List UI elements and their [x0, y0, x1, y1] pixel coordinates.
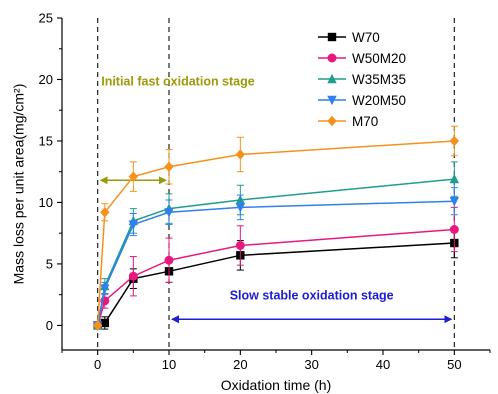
x-tick-label: 40	[376, 357, 390, 372]
x-tick-label: 30	[304, 357, 318, 372]
legend-swatch-marker	[327, 32, 337, 42]
legend-item: M70	[318, 114, 378, 129]
series-line	[96, 178, 455, 326]
data-point	[164, 255, 174, 265]
stage-label: Initial fast oxidation stage	[101, 75, 255, 89]
data-point	[235, 203, 246, 213]
data-point	[128, 171, 139, 182]
legend: W70 W50M20 W35M35 W20M50 M70	[318, 30, 406, 129]
data-point	[449, 135, 460, 147]
y-tick-label: 15	[39, 133, 53, 148]
data-point	[449, 173, 460, 184]
y-tick-label: 20	[39, 72, 53, 87]
data-point	[449, 197, 460, 207]
data-point	[100, 207, 110, 218]
legend-item: W50M20	[318, 51, 406, 66]
x-tick-label: 0	[94, 357, 101, 372]
x-tick-label: 50	[447, 357, 461, 372]
legend-label: W50M20	[352, 51, 406, 66]
series-line	[96, 140, 455, 326]
x-tick-label: 20	[233, 357, 247, 372]
legend-swatch-marker	[327, 53, 337, 63]
x-axis-title: Oxidation time (h)	[221, 377, 331, 393]
legend-label: W70	[352, 30, 380, 45]
series-w50m20	[93, 206, 459, 330]
data-point	[449, 224, 459, 234]
data-point	[92, 320, 103, 331]
data-point	[128, 220, 139, 230]
data-point	[128, 271, 138, 281]
legend-label: W35M35	[352, 72, 406, 87]
series-line	[96, 200, 455, 326]
data-point	[235, 149, 246, 160]
data-point	[100, 318, 109, 328]
y-tick-label: 25	[39, 11, 53, 26]
stage-label: Slow stable oxidation stage	[230, 289, 394, 303]
legend-label: M70	[352, 114, 378, 129]
legend-item: W20M50	[318, 93, 406, 108]
y-tick-label: 0	[46, 318, 53, 333]
series-m70	[92, 125, 460, 331]
series-layer	[92, 125, 460, 331]
legend-item: W35M35	[318, 72, 406, 87]
y-tick-label: 10	[39, 195, 53, 210]
legend-swatch-marker	[327, 115, 337, 127]
data-point	[164, 208, 174, 218]
x-tick-label: 10	[162, 357, 176, 372]
data-point	[100, 284, 110, 294]
y-tick-label: 5	[46, 256, 53, 271]
legend-item: W70	[318, 30, 380, 45]
series-line	[96, 228, 455, 326]
series-w20m50	[92, 187, 460, 331]
series-line	[97, 242, 455, 327]
y-axis-title: Mass loss per unit area(mg/cm²)	[11, 84, 27, 285]
legend-label: W20M50	[352, 93, 406, 108]
legend-swatch-marker	[327, 95, 337, 106]
axes: 0 10 20 30 40 50 0 5 10 15 20 25	[39, 11, 491, 372]
annotations: Initial fast oxidation stage Slow stable …	[99, 75, 453, 324]
data-point	[164, 161, 174, 172]
legend-swatch-marker	[327, 73, 337, 84]
data-point	[235, 240, 245, 250]
